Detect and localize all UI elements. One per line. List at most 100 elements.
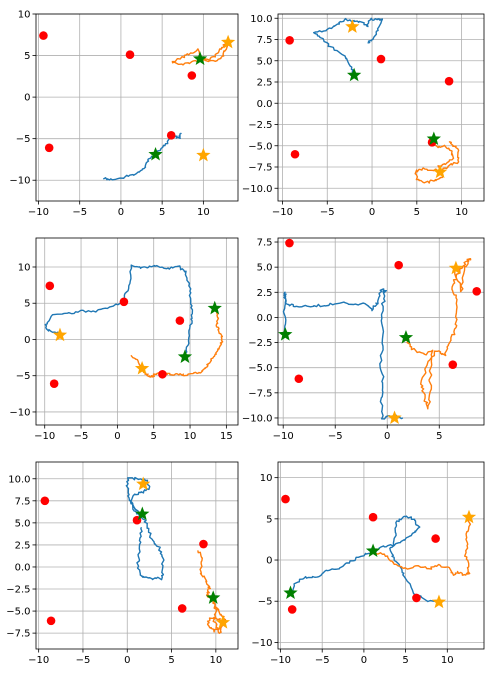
y-tick-label-2: −5.0 bbox=[248, 141, 272, 152]
y-tick-label-1: −5 bbox=[16, 134, 31, 145]
start-star-1 bbox=[278, 327, 293, 341]
y-tick-label-8: 10.0 bbox=[250, 14, 272, 25]
y-tick-label-0: −10 bbox=[9, 176, 30, 187]
trajectory-line-2 bbox=[414, 139, 460, 184]
obstacle-point-4 bbox=[187, 71, 197, 80]
x-tick-label-3: 5 bbox=[151, 431, 157, 442]
subplot-4: −10 −5 0 5 −10.0 −7.5 −5.0 −2.5 0.0 2.5 5.0 7.5 bbox=[242, 237, 485, 442]
y-tick-label-6: 5.0 bbox=[257, 56, 273, 67]
x-tick-label-1: −5 bbox=[72, 207, 87, 218]
trajectory-line-2 bbox=[404, 258, 472, 410]
x-tick-label-4: 10 bbox=[209, 655, 222, 666]
y-tick-label-5: 5.0 bbox=[15, 518, 31, 529]
trajectory-line-1 bbox=[313, 17, 384, 77]
axes-frame bbox=[277, 237, 485, 426]
y-tick-label-3: 0.0 bbox=[15, 562, 31, 573]
goal-star-1 bbox=[387, 410, 402, 425]
x-tick-label-3: 5 bbox=[402, 655, 408, 666]
obstacle-point-5 bbox=[177, 604, 187, 613]
trajectory-line-2 bbox=[371, 516, 472, 576]
x-tick-label-2: 0 bbox=[369, 207, 375, 218]
y-tick-label-0: −10.0 bbox=[242, 184, 273, 195]
plot-area bbox=[285, 17, 460, 184]
ticks: −10 −5 0 5 10 −10.0 −7.5 −5.0 −2.5 0.0 2.5 5.0 7.5 10… bbox=[242, 14, 468, 218]
x-tick-label-0: −10 bbox=[34, 431, 55, 442]
obstacle-point-5 bbox=[448, 360, 458, 369]
trajectory-line-1 bbox=[125, 476, 165, 581]
y-tick-label-3: 5 bbox=[24, 51, 30, 62]
subplot-6: −10 −5 0 5 10 −10 −5 0 5 10 bbox=[251, 461, 485, 666]
goal-star-1 bbox=[345, 19, 360, 33]
obstacle-point-2 bbox=[125, 50, 135, 60]
subplot-3: −10 −5 0 5 10 15 −10 −5 0 5 10 bbox=[9, 237, 239, 442]
y-tick-label-4: 10 bbox=[260, 473, 273, 484]
subplot-5: −10 −5 0 5 10 −7.5 −5.0 −2.5 0.0 2.5 5.0 7.5 10.0 bbox=[6, 461, 239, 666]
y-tick-label-6: 7.5 bbox=[15, 496, 31, 507]
y-tick-label-4: 10 bbox=[18, 10, 31, 21]
goal-star-2 bbox=[215, 615, 231, 629]
trajectory-line-1 bbox=[102, 132, 182, 181]
x-tick-label-4: 10 bbox=[197, 207, 210, 218]
x-tick-label-0: −10 bbox=[270, 655, 291, 666]
trajectory-line-1 bbox=[282, 288, 404, 420]
obstacle-point-3 bbox=[44, 143, 54, 153]
y-tick-label-2: 0 bbox=[24, 93, 30, 104]
y-tick-label-3: 5 bbox=[24, 299, 30, 310]
start-star-1 bbox=[347, 67, 362, 82]
start-star-1 bbox=[135, 506, 150, 521]
goal-star-2 bbox=[461, 509, 477, 524]
y-tick-label-3: 5 bbox=[266, 514, 272, 525]
x-tick-label-1: −5 bbox=[76, 655, 91, 666]
x-tick-label-3: 5 bbox=[159, 207, 165, 218]
x-tick-label-1: −5 bbox=[320, 207, 335, 218]
grid bbox=[36, 238, 238, 425]
obstacle-point-2 bbox=[394, 260, 403, 270]
ticks: −10 −5 0 5 10 −10 −5 0 5 10 bbox=[251, 473, 453, 666]
y-tick-label-7: 7.5 bbox=[257, 35, 273, 46]
x-tick-label-4: 10 bbox=[184, 431, 197, 442]
obstacle-point-5 bbox=[166, 131, 176, 140]
ticks: −10 −5 0 5 −10.0 −7.5 −5.0 −2.5 0.0 2.5 5.0 7.5 bbox=[242, 238, 443, 442]
y-tick-label-1: −5 bbox=[16, 371, 31, 382]
axes-frame bbox=[35, 13, 239, 202]
x-tick-label-2: 0 bbox=[114, 431, 120, 442]
axes-frame bbox=[277, 461, 485, 650]
obstacle-point-3 bbox=[431, 534, 440, 543]
axes-frame bbox=[35, 461, 239, 650]
obstacle-point-4 bbox=[294, 374, 304, 384]
obstacle-point-1 bbox=[45, 281, 55, 291]
start-star-1 bbox=[283, 585, 298, 600]
y-tick-label-2: −2.5 bbox=[6, 585, 30, 596]
obstacle-point-3 bbox=[444, 76, 454, 86]
obstacle-point-4 bbox=[287, 605, 297, 614]
y-tick-label-6: 5.0 bbox=[257, 263, 273, 274]
obstacle-point-4 bbox=[46, 616, 56, 626]
goal-star-1 bbox=[196, 147, 211, 162]
x-tick-label-0: −10 bbox=[28, 207, 49, 218]
start-star-1 bbox=[148, 146, 163, 161]
obstacle-point-2 bbox=[376, 54, 386, 64]
x-tick-label-2: 0 bbox=[361, 655, 367, 666]
goal-star-2 bbox=[220, 34, 236, 49]
y-tick-label-0: −7.5 bbox=[6, 629, 30, 640]
ticks: −10 −5 0 5 10 −10 −5 0 5 10 bbox=[9, 10, 209, 219]
start-star-2 bbox=[365, 543, 381, 558]
obstacle-point-5 bbox=[412, 593, 421, 603]
start-star-2 bbox=[207, 300, 222, 315]
start-star-2 bbox=[426, 131, 441, 146]
y-tick-label-2: 0 bbox=[266, 556, 272, 567]
y-tick-label-5: 2.5 bbox=[257, 288, 273, 299]
plot-area bbox=[44, 264, 224, 388]
x-tick-label-2: 0 bbox=[124, 655, 130, 666]
obstacle-point-1 bbox=[39, 31, 48, 40]
plot-area bbox=[39, 31, 236, 181]
axes-frame bbox=[35, 237, 239, 426]
x-tick-label-4: 10 bbox=[455, 207, 468, 218]
y-tick-label-1: −7.5 bbox=[248, 388, 272, 399]
y-tick-label-0: −10 bbox=[251, 638, 272, 649]
axes-frame bbox=[277, 13, 485, 202]
x-tick-label-1: −5 bbox=[328, 431, 343, 442]
x-tick-label-5: 15 bbox=[220, 431, 233, 442]
x-tick-label-1: −5 bbox=[74, 431, 89, 442]
y-tick-label-1: −7.5 bbox=[248, 163, 272, 174]
